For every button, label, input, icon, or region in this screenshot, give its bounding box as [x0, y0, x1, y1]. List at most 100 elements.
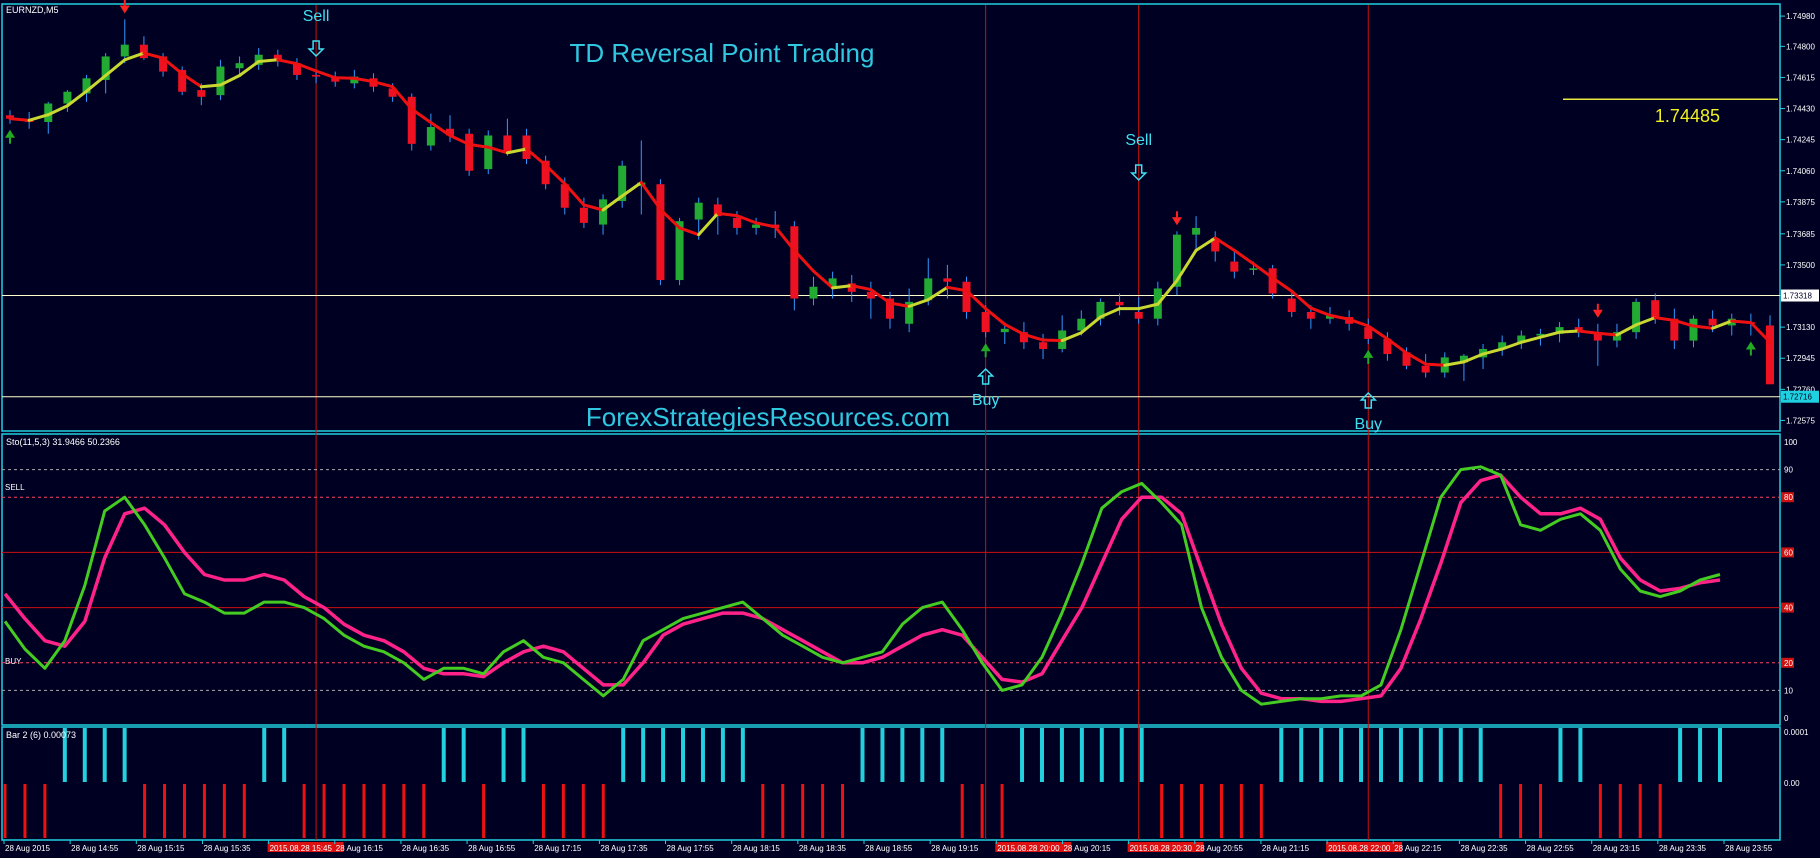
candle-body	[694, 202, 703, 220]
moving-average-segment	[276, 58, 299, 66]
moving-average-segment	[314, 69, 337, 80]
candle-body	[1172, 234, 1181, 287]
histogram-down-bar	[322, 784, 326, 838]
moving-average-segment	[1538, 330, 1562, 339]
moving-average-segment	[429, 121, 452, 137]
candle-body	[197, 90, 206, 97]
moving-average-segment	[8, 117, 31, 122]
moving-average-segment	[1232, 248, 1255, 266]
candle-body	[1364, 327, 1373, 339]
watermark: ForexStrategiesResources.com	[586, 402, 950, 432]
histogram-down-bar	[1519, 784, 1523, 838]
moving-average-segment	[544, 163, 567, 186]
histogram-down-bar	[242, 784, 246, 838]
price-tag-label: 1.73318	[1783, 292, 1812, 301]
time-tick-label: 28 Aug 22:35	[1460, 844, 1508, 853]
histogram-down-bar	[362, 784, 366, 838]
histogram-down-bar	[1180, 784, 1184, 838]
signal-vertical-lines	[315, 5, 1369, 840]
time-tick-label: 28 Aug 18:55	[865, 844, 913, 853]
histogram-down-bar	[43, 784, 47, 838]
moving-average-segment	[601, 194, 624, 212]
histogram-down-bar	[342, 784, 346, 838]
candle-body	[1383, 338, 1392, 355]
time-tick-label: 2015.08.28 22:00	[1328, 844, 1391, 853]
time-tick-label: 28 Aug 20:15	[1063, 844, 1111, 853]
time-tick-label: 2015.08.28 20:30	[1130, 844, 1193, 853]
price-tick-label: 1.72760	[1786, 385, 1815, 394]
moving-average-segment	[65, 89, 89, 108]
time-tick-label: 28 Aug 17:35	[600, 844, 648, 853]
moving-average-segment	[907, 298, 930, 308]
moving-average-segment	[1385, 337, 1409, 355]
histogram-up-bar	[1418, 728, 1423, 782]
histogram-down-bar	[1259, 784, 1263, 838]
histogram-up-bar	[720, 728, 725, 782]
histogram-up-bar	[1578, 728, 1583, 782]
histogram-down-bar	[482, 784, 486, 838]
histogram-up-bar	[1099, 728, 1104, 782]
time-tick-label: 28 Aug 18:15	[733, 844, 781, 853]
reversal-arrow-markers	[5, 0, 1756, 364]
histogram-up-bar	[900, 728, 905, 782]
moving-average-segment	[1366, 324, 1389, 341]
stochastic-main-line	[3, 465, 1721, 706]
moving-average-segment	[697, 211, 720, 237]
moving-average-segment	[410, 107, 433, 125]
candle-body	[1326, 315, 1334, 319]
moving-average-segment	[678, 226, 701, 237]
moving-average-segment	[1558, 329, 1581, 334]
candle-body	[1211, 238, 1220, 252]
histogram-label: Bar 2 (6) 0.00073	[6, 730, 76, 740]
histogram-up-bar	[621, 728, 626, 782]
histogram-up-bar	[1139, 728, 1144, 782]
moving-average-segment	[123, 51, 146, 62]
moving-average-segment	[486, 145, 509, 155]
moving-average-segment	[1634, 316, 1657, 327]
time-tick-label: 28 Aug 17:15	[534, 844, 582, 853]
candle-body	[1077, 318, 1086, 331]
sell-level-label: SELL	[5, 483, 25, 492]
moving-average-segment	[945, 285, 969, 293]
candle-body	[254, 54, 263, 65]
histogram-down-bar	[1618, 784, 1622, 838]
moving-average-segment	[85, 73, 108, 93]
candle-body	[1268, 268, 1277, 294]
stochastic-tick-label: 100	[1784, 438, 1798, 447]
stochastic-tick-label: 80	[1784, 493, 1793, 502]
histogram-down-bar	[182, 784, 186, 838]
moving-average-segment	[1156, 279, 1179, 306]
histogram-down-bar	[581, 784, 585, 838]
candle-body	[465, 133, 474, 171]
candle-body	[828, 278, 837, 287]
moving-average-segment	[238, 59, 261, 77]
moving-average-segment	[27, 113, 50, 122]
time-tick-label: 28 Aug 16:55	[468, 844, 516, 853]
moving-average-segment	[1443, 360, 1466, 367]
price-horizontal-lines: 1.73318 1.72716	[2, 98, 1819, 403]
candle-body	[1402, 352, 1411, 366]
moving-average-segment	[869, 288, 892, 305]
moving-average-segment	[448, 133, 471, 146]
histogram-down-bar	[382, 784, 386, 838]
candle-body	[732, 217, 741, 228]
histogram-down-bar	[1219, 784, 1223, 838]
time-tick-label: 28 Aug 15:35	[203, 844, 251, 853]
candle-body	[1134, 311, 1143, 319]
histogram-up-bar	[700, 728, 705, 782]
moving-average-segment	[811, 269, 835, 290]
histogram-down-bar	[541, 784, 545, 838]
candle-body	[484, 135, 493, 170]
moving-average-segment	[505, 147, 529, 155]
down-arrow-icon	[1129, 164, 1148, 182]
histogram-down-bar	[202, 784, 206, 838]
price-panel-frame	[1, 3, 1781, 432]
time-tick-label: 28 Aug 22:55	[1527, 844, 1575, 853]
candle-body	[599, 199, 608, 225]
moving-average-segment	[1060, 331, 1083, 343]
candle-body	[924, 278, 933, 301]
moving-average-segment	[926, 285, 949, 302]
histogram-up-bar	[501, 728, 506, 782]
time-tick-label: 28 Aug 23:35	[1659, 844, 1707, 853]
price-tick-label: 1.74980	[1786, 12, 1815, 21]
